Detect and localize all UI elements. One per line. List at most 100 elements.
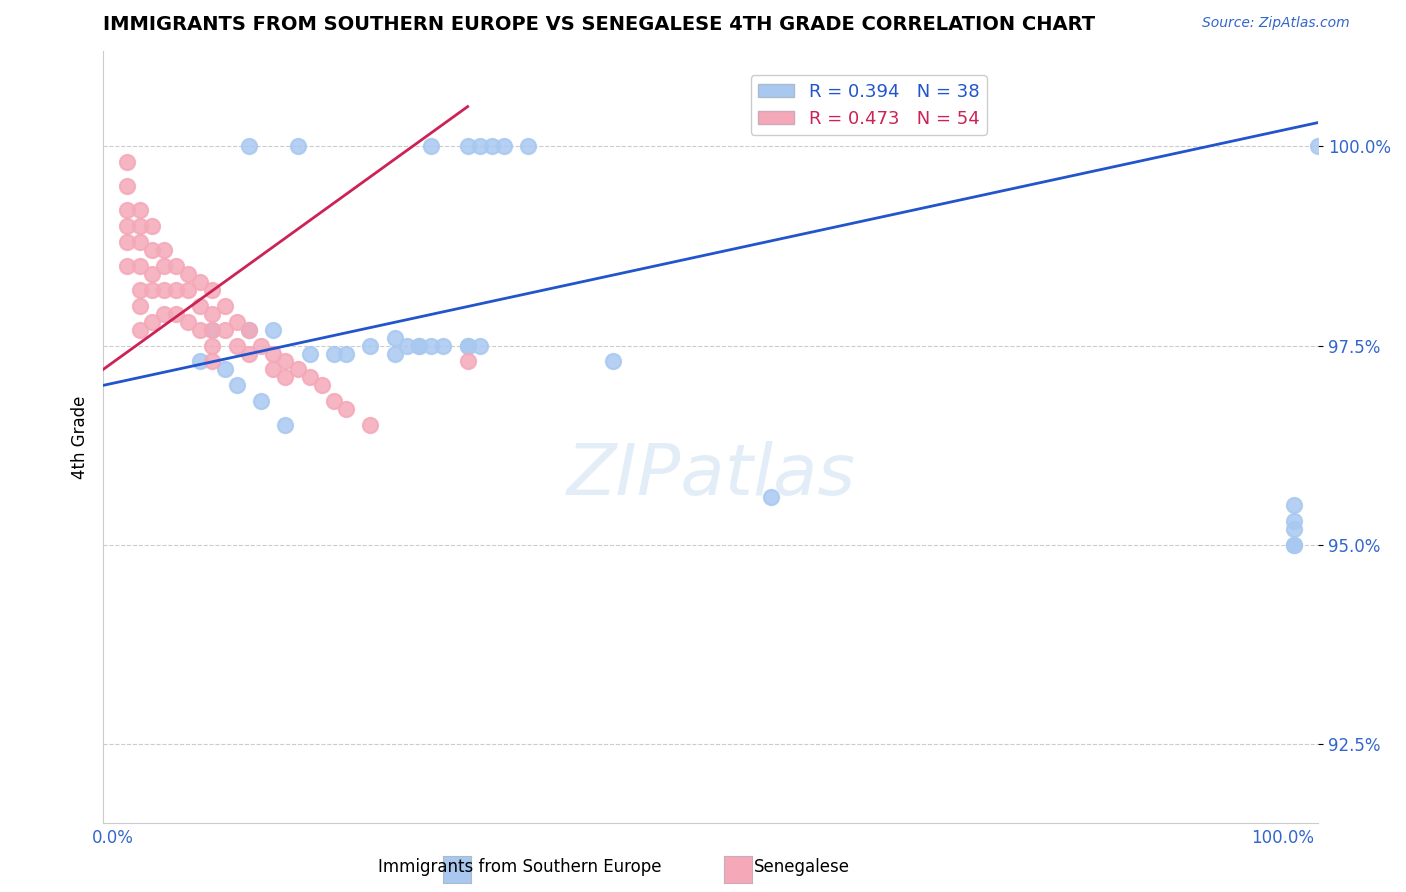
Point	[117, 219, 139, 233]
Point	[128, 219, 150, 233]
Point	[287, 139, 309, 153]
Text: ZIPatlas: ZIPatlas	[567, 442, 855, 510]
Point	[128, 299, 150, 313]
Point	[177, 267, 200, 281]
Point	[201, 323, 224, 337]
Point	[1282, 498, 1305, 512]
Point	[335, 402, 357, 417]
Point	[128, 323, 150, 337]
Point	[274, 354, 297, 368]
Point	[457, 139, 479, 153]
Text: IMMIGRANTS FROM SOUTHERN EUROPE VS SENEGALESE 4TH GRADE CORRELATION CHART: IMMIGRANTS FROM SOUTHERN EUROPE VS SENEG…	[103, 15, 1095, 34]
Point	[201, 338, 224, 352]
Y-axis label: 4th Grade: 4th Grade	[72, 395, 89, 479]
Point	[250, 338, 273, 352]
Point	[141, 267, 163, 281]
Point	[188, 299, 211, 313]
Point	[395, 338, 418, 352]
Point	[177, 283, 200, 297]
Point	[153, 259, 176, 273]
Text: 0.0%: 0.0%	[91, 829, 134, 847]
Point	[408, 338, 430, 352]
Point	[323, 394, 346, 409]
Point	[1282, 538, 1305, 552]
Point	[238, 323, 260, 337]
Point	[298, 346, 321, 360]
Point	[494, 139, 516, 153]
Point	[141, 283, 163, 297]
Point	[432, 338, 454, 352]
Point	[201, 323, 224, 337]
Point	[117, 235, 139, 249]
Point	[468, 139, 491, 153]
Text: Senegalese: Senegalese	[754, 858, 849, 876]
Point	[165, 259, 187, 273]
Point	[457, 338, 479, 352]
Point	[335, 346, 357, 360]
Point	[165, 283, 187, 297]
Point	[238, 346, 260, 360]
Point	[214, 362, 236, 376]
Point	[408, 338, 430, 352]
Point	[468, 338, 491, 352]
Point	[384, 330, 406, 344]
Point	[141, 243, 163, 257]
Point	[117, 155, 139, 169]
Point	[188, 275, 211, 289]
Point	[225, 378, 247, 392]
Point	[153, 307, 176, 321]
Point	[225, 338, 247, 352]
Point	[481, 139, 503, 153]
Point	[1282, 522, 1305, 536]
Point	[128, 203, 150, 218]
Point	[141, 315, 163, 329]
Point	[238, 139, 260, 153]
Point	[153, 283, 176, 297]
Point	[287, 362, 309, 376]
Point	[188, 354, 211, 368]
Point	[420, 338, 443, 352]
Point	[225, 315, 247, 329]
Point	[214, 299, 236, 313]
Point	[311, 378, 333, 392]
Point	[128, 283, 150, 297]
Point	[177, 315, 200, 329]
Point	[298, 370, 321, 384]
Point	[420, 139, 443, 153]
Point	[250, 394, 273, 409]
Point	[359, 418, 381, 433]
Point	[262, 346, 284, 360]
Point	[238, 323, 260, 337]
Point	[117, 179, 139, 194]
Point	[323, 346, 346, 360]
Point	[602, 354, 624, 368]
Point	[153, 243, 176, 257]
Point	[141, 219, 163, 233]
Point	[128, 235, 150, 249]
Point	[165, 307, 187, 321]
Point	[262, 362, 284, 376]
Point	[359, 338, 381, 352]
Point	[384, 346, 406, 360]
Point	[188, 323, 211, 337]
Legend: R = 0.394   N = 38, R = 0.473   N = 54: R = 0.394 N = 38, R = 0.473 N = 54	[751, 75, 987, 135]
Point	[201, 307, 224, 321]
Point	[457, 338, 479, 352]
Point	[274, 370, 297, 384]
Text: 100.0%: 100.0%	[1251, 829, 1315, 847]
Point	[262, 323, 284, 337]
Point	[201, 354, 224, 368]
Point	[214, 323, 236, 337]
Point	[1282, 538, 1305, 552]
Point	[117, 203, 139, 218]
Point	[117, 259, 139, 273]
Point	[128, 259, 150, 273]
Point	[457, 354, 479, 368]
Text: Immigrants from Southern Europe: Immigrants from Southern Europe	[378, 858, 662, 876]
Point	[761, 490, 783, 504]
Point	[201, 283, 224, 297]
Text: Source: ZipAtlas.com: Source: ZipAtlas.com	[1202, 16, 1350, 29]
Point	[517, 139, 540, 153]
Point	[1308, 139, 1330, 153]
Point	[274, 418, 297, 433]
